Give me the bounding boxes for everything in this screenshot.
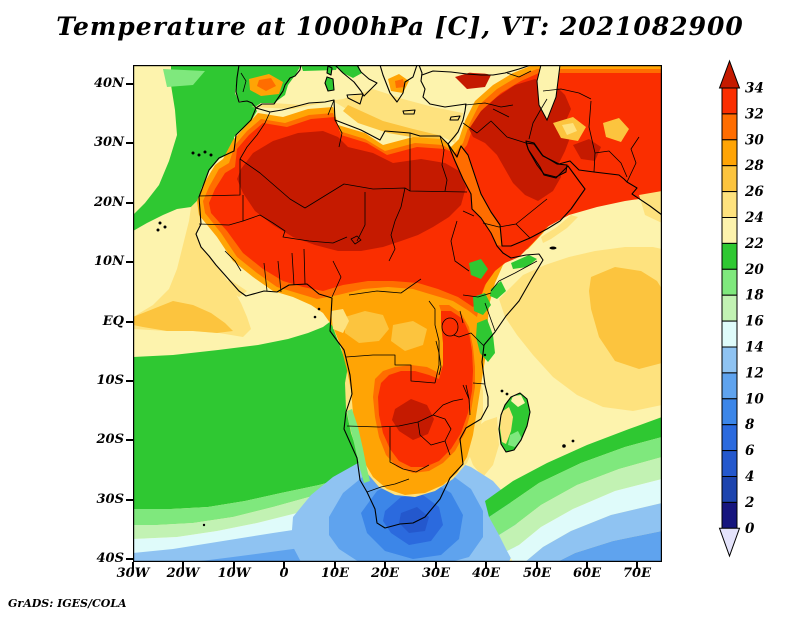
- lat-label-30n: 30N: [94, 135, 124, 150]
- islands: [156, 150, 575, 527]
- colorbar-label: 34: [745, 81, 764, 97]
- lat-tick: [126, 558, 133, 560]
- lon-tick: [536, 562, 538, 569]
- map-area: [132, 64, 663, 563]
- colorbar-label: 20: [744, 262, 764, 278]
- colorbar-label: 8: [745, 417, 755, 433]
- lon-tick: [384, 562, 386, 569]
- lon-label-10e: 10E: [321, 566, 349, 581]
- lat-label-40s: 40S: [96, 551, 124, 566]
- colorbar-label: 0: [745, 521, 755, 537]
- lat-label-10s: 10S: [96, 373, 124, 388]
- colorbar-label: 2: [744, 495, 754, 511]
- land-fields: [197, 64, 662, 497]
- map-frame: [132, 64, 663, 563]
- lon-label-10w: 10W: [217, 566, 251, 581]
- lon-tick: [485, 562, 487, 569]
- country-borders: [198, 70, 640, 493]
- lat-label-30s: 30S: [96, 492, 124, 507]
- lat-tick: [126, 202, 133, 204]
- colorbar-label: 32: [745, 106, 764, 122]
- lon-tick: [283, 562, 285, 569]
- coastlines: [195, 64, 663, 529]
- lon-tick: [334, 562, 336, 569]
- lon-label-30w: 30W: [116, 566, 150, 581]
- lon-label-40e: 40E: [472, 566, 500, 581]
- colorbar-arrow-above-max: [718, 59, 741, 89]
- temperature-map: [132, 64, 663, 563]
- colorbar-svg: 34 32 30 28 26 24 22 20 18 16 14 12 10 8…: [718, 59, 764, 558]
- colorbar-arrow-below-min: [718, 527, 741, 558]
- lon-label-20e: 20E: [371, 566, 399, 581]
- colorbar-label: 4: [745, 469, 754, 485]
- lon-label-70e: 70E: [623, 566, 651, 581]
- lon-label-20w: 20W: [166, 566, 200, 581]
- plot-title: Temperature at 1000hPa [C], VT: 20210829…: [56, 12, 744, 41]
- colorbar-label: 28: [744, 158, 764, 174]
- colorbar-label: 6: [745, 443, 755, 459]
- lon-tick: [435, 562, 437, 569]
- lat-label-40n: 40N: [94, 76, 124, 91]
- lon-tick: [182, 562, 184, 569]
- lat-label-20s: 20S: [96, 432, 124, 447]
- colorbar-label: 22: [744, 236, 764, 252]
- lon-label-60e: 60E: [573, 566, 601, 581]
- colorbar-label: 10: [745, 391, 764, 407]
- lat-label-20n: 20N: [94, 195, 124, 210]
- lon-label-50e: 50E: [523, 566, 551, 581]
- lon-tick: [132, 562, 134, 569]
- colorbar-label: 14: [745, 340, 764, 356]
- lat-tick: [126, 83, 133, 85]
- lon-label-0: 0: [279, 566, 289, 581]
- lat-tick: [126, 380, 133, 382]
- colorbar-label: 30: [745, 132, 764, 148]
- lat-tick: [126, 261, 133, 263]
- colorbar-label: 18: [745, 288, 764, 304]
- colorbar: 34 32 30 28 26 24 22 20 18 16 14 12 10 8…: [717, 58, 781, 570]
- lon-tick: [586, 562, 588, 569]
- lat-tick: [126, 439, 133, 441]
- colorbar-label: 12: [745, 365, 764, 381]
- lat-tick: [126, 321, 133, 323]
- lon-label-30e: 30E: [422, 566, 450, 581]
- attribution-text: GrADS: IGES/COLA: [8, 597, 127, 610]
- lon-tick: [636, 562, 638, 569]
- lon-tick: [233, 562, 235, 569]
- lat-tick: [126, 142, 133, 144]
- colorbar-label: 16: [745, 314, 764, 330]
- lat-label-eq: EQ: [102, 314, 124, 329]
- colorbar-label: 26: [744, 184, 764, 200]
- colorbar-label: 24: [744, 210, 764, 226]
- lat-tick: [126, 499, 133, 501]
- lat-label-10n: 10N: [94, 254, 124, 269]
